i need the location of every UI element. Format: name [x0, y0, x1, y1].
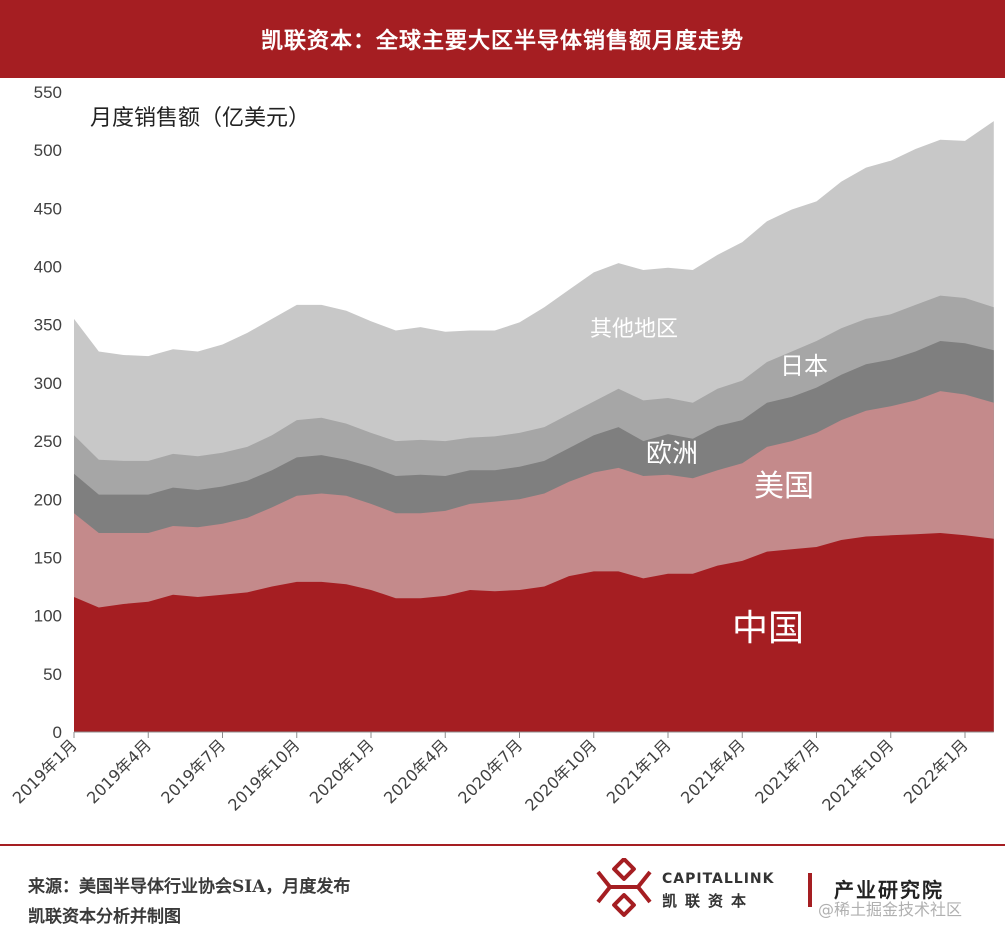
institute-label: 产业研究院: [834, 878, 944, 902]
y-tick-label: 0: [53, 723, 62, 742]
x-tick-label: 2020年1月: [306, 735, 378, 807]
stacked-area-chart: 0 50 100 150 200 250 300 350 400 450 500 550 2019年1…: [9, 83, 994, 815]
y-tick-label: 350: [34, 316, 62, 335]
capitallink-logo-icon: [596, 858, 652, 917]
y-tick-label: 150: [34, 548, 62, 567]
area-china: [74, 533, 994, 732]
series-label-japan: 日本: [780, 352, 828, 380]
x-tick-label: 2019年1月: [9, 735, 81, 807]
series-label-europe: 欧洲: [646, 439, 698, 469]
source-note: 来源：美国半导体行业协会SIA，月度发布: [28, 877, 351, 897]
series-label-usa: 美国: [754, 469, 814, 504]
y-axis-label: 月度销售额（亿美元）: [90, 106, 310, 131]
series-label-china: 中国: [732, 608, 804, 649]
x-tick-label: 2021年10月: [818, 735, 897, 814]
y-tick-label: 200: [34, 490, 62, 509]
y-tick-label: 250: [34, 432, 62, 451]
brand-name-en: CAPITALLINK: [662, 871, 775, 887]
area-layers: [74, 121, 994, 733]
watermark-text: @稀土掘金技术社区: [818, 900, 963, 919]
y-tick-label: 400: [34, 258, 62, 277]
x-tick-label: 2021年4月: [677, 735, 749, 807]
y-axis-tick-labels: 0 50 100 150 200 250 300 350 400 450 500 550: [34, 83, 62, 742]
brand-separator: [808, 873, 812, 907]
series-label-others: 其他地区: [590, 317, 678, 342]
y-tick-label: 300: [34, 374, 62, 393]
x-tick-label: 2020年7月: [454, 735, 526, 807]
y-tick-label: 500: [34, 141, 62, 160]
x-tick-label: 2021年1月: [603, 735, 675, 807]
y-tick-label: 550: [34, 83, 62, 102]
x-tick-label: 2019年10月: [224, 735, 303, 814]
x-tick-label: 2021年7月: [751, 735, 823, 807]
x-tick-label: 2019年7月: [157, 735, 229, 807]
footer-divider: [0, 844, 1005, 846]
credit-note: 凯联资本分析并制图: [28, 907, 181, 927]
x-tick-label: 2020年10月: [521, 735, 600, 814]
brand-name-cn: 凯联资本: [662, 892, 755, 910]
y-tick-label: 50: [43, 665, 62, 684]
x-tick-label: 2022年1月: [900, 735, 972, 807]
y-tick-label: 100: [34, 607, 62, 626]
header-title: 凯联资本：全球主要大区半导体销售额月度走势: [0, 0, 1005, 78]
x-axis-tick-marks: [73, 732, 966, 738]
series-labels: 中国 美国 欧洲 日本 其他地区: [590, 317, 828, 649]
x-tick-label: 2019年4月: [83, 735, 155, 807]
x-tick-label: 2020年4月: [380, 735, 452, 807]
y-tick-label: 450: [34, 199, 62, 218]
